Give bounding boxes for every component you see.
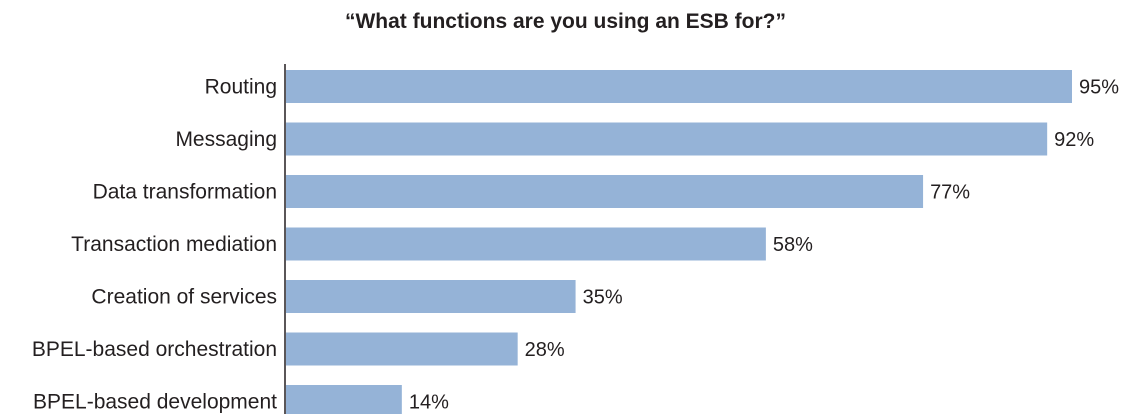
bar-3 <box>286 227 766 261</box>
category-label-4: Creation of services <box>91 286 277 309</box>
value-label-3: 58% <box>773 234 813 256</box>
bar-1 <box>286 122 1048 156</box>
chart-title: “What functions are you using an ESB for… <box>344 10 787 33</box>
bar-4 <box>286 280 576 313</box>
value-label-6: 14% <box>409 392 449 414</box>
value-label-5: 28% <box>525 339 565 361</box>
value-label-1: 92% <box>1054 129 1094 151</box>
bar-2 <box>286 175 924 208</box>
category-label-2: Data transformation <box>93 181 277 204</box>
category-label-0: Routing <box>205 76 277 99</box>
category-label-3: Transaction mediation <box>71 233 277 256</box>
value-label-4: 35% <box>583 287 623 309</box>
category-label-1: Messaging <box>175 128 277 151</box>
bar-5 <box>286 332 518 366</box>
category-label-6: BPEL-based development <box>33 391 277 414</box>
bar-6 <box>286 385 402 414</box>
category-label-5: BPEL-based orchestration <box>32 338 277 361</box>
value-label-2: 77% <box>930 182 970 204</box>
value-label-0: 95% <box>1079 77 1119 99</box>
bar-0 <box>286 70 1072 103</box>
